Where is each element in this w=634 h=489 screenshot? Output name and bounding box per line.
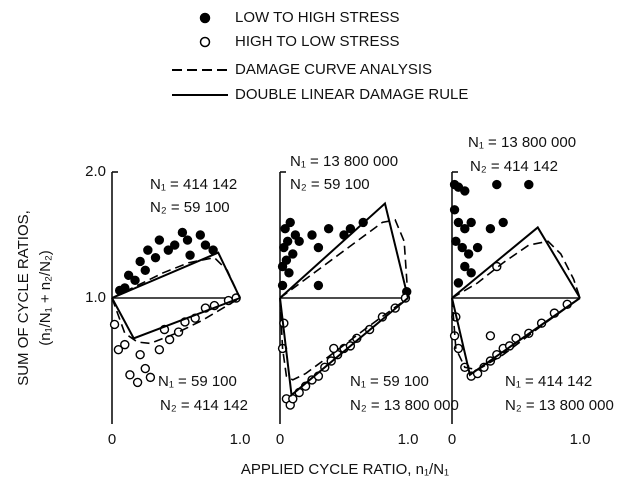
data-point — [123, 270, 134, 281]
data-point — [195, 230, 206, 240]
y-tick-label: 1.0 — [85, 289, 106, 306]
annotation: N₂ = 414 142 — [160, 397, 248, 414]
data-point — [281, 255, 292, 265]
data-point — [125, 370, 135, 380]
linear-rule — [451, 225, 581, 377]
data-point — [463, 249, 474, 259]
data-point — [449, 205, 460, 215]
annotation: N₂ = 59 100 — [150, 199, 230, 216]
data-point — [132, 377, 143, 388]
data-point — [200, 240, 211, 250]
x-axis-label: APPLIED CYCLE RATIO, n₁/N₁ — [241, 461, 449, 478]
data-point — [460, 223, 470, 234]
data-point — [457, 242, 467, 253]
y-tick-label: 2.0 — [85, 163, 106, 180]
data-point — [460, 261, 470, 272]
data-point — [285, 217, 295, 228]
data-point — [313, 242, 324, 253]
data-point — [345, 223, 356, 234]
data-point — [109, 319, 120, 330]
x-tick-label: 1.0 — [230, 431, 251, 448]
data-point — [135, 256, 145, 267]
legend-label: HIGH TO LOW STRESS — [235, 33, 399, 50]
data-point — [163, 245, 174, 255]
data-point — [113, 344, 124, 355]
data-point — [492, 179, 502, 190]
annotation: N₂ = 414 142 — [470, 158, 558, 175]
data-point — [170, 240, 180, 250]
data-point — [460, 186, 470, 196]
linear-rule — [279, 201, 409, 397]
data-point — [294, 236, 304, 247]
data-point — [173, 327, 184, 337]
data-point — [135, 350, 145, 360]
legend-label: LOW TO HIGH STRESS — [235, 9, 399, 26]
x-tick-label: 1.0 — [570, 431, 591, 448]
data-point — [472, 242, 483, 253]
x-tick-label: 0 — [448, 431, 456, 448]
annotation: N₁ = 59 100 — [158, 373, 237, 390]
annotation: N₂ = 13 800 000 — [505, 397, 614, 414]
legend-label: DAMAGE CURVE ANALYSIS — [235, 61, 432, 78]
data-point — [288, 394, 298, 404]
data-point — [307, 230, 317, 240]
data-point — [329, 343, 339, 354]
annotation: N₁ = 13 800 000 — [290, 153, 398, 170]
data-point — [453, 278, 464, 288]
data-point — [120, 339, 130, 350]
legend-label: DOUBLE LINEAR DAMAGE RULE — [235, 86, 468, 103]
legend-marker — [199, 12, 211, 24]
data-point — [185, 250, 195, 260]
data-point — [498, 217, 508, 228]
data-point — [466, 268, 476, 278]
data-point — [451, 236, 461, 247]
annotation: N₂ = 59 100 — [290, 176, 370, 193]
data-point — [154, 235, 165, 245]
data-point — [182, 235, 193, 245]
data-point — [492, 261, 502, 272]
annotation: N₂ = 13 800 000 — [350, 397, 459, 414]
linear-rule — [111, 251, 241, 340]
data-point — [164, 334, 175, 345]
data-point — [313, 280, 324, 291]
data-point — [140, 363, 150, 374]
data-point — [130, 275, 140, 286]
data-point — [466, 217, 476, 228]
x-tick-label: 0 — [276, 431, 284, 448]
data-point — [143, 245, 153, 255]
data-point — [145, 372, 156, 383]
data-point — [154, 344, 165, 355]
damage-curve — [279, 218, 409, 381]
annotation: N₁ = 13 800 000 — [468, 134, 576, 151]
y-axis-label: (n₁/N₁ + n₂/N₂) — [37, 250, 54, 346]
data-point — [288, 249, 298, 259]
data-point — [150, 252, 161, 263]
annotation: N₁ = 59 100 — [350, 373, 429, 390]
annotation: N₁ = 414 142 — [505, 373, 592, 390]
data-point — [177, 227, 188, 238]
legend-marker — [199, 36, 211, 48]
x-tick-label: 1.0 — [398, 431, 419, 448]
annotation: N₁ = 414 142 — [150, 176, 237, 193]
x-tick-label: 0 — [108, 431, 116, 448]
data-point — [339, 230, 349, 240]
data-point — [277, 280, 288, 291]
data-point — [485, 331, 496, 341]
data-point — [284, 268, 294, 278]
data-point — [524, 179, 534, 190]
data-point — [140, 265, 150, 275]
y-axis-label: SUM OF CYCLE RATIOS, — [15, 210, 32, 386]
data-point — [453, 217, 464, 228]
data-point — [282, 236, 293, 247]
damage-curve — [451, 240, 581, 371]
data-point — [280, 223, 290, 234]
data-point — [485, 223, 496, 234]
data-point — [323, 223, 334, 234]
